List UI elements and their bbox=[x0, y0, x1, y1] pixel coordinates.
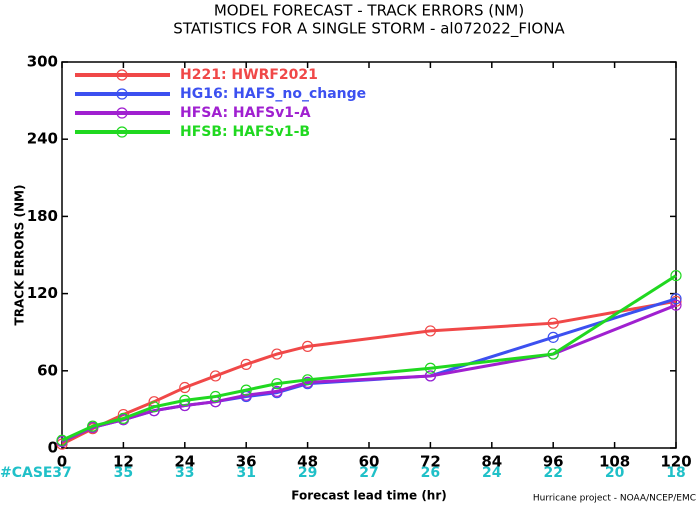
legend-marker bbox=[116, 107, 128, 119]
point bbox=[424, 362, 436, 374]
point bbox=[424, 325, 436, 337]
point bbox=[209, 370, 222, 382]
y-axis-label: TRACK ERRORS (NM) bbox=[13, 185, 27, 326]
legend-label: HG16: HAFS_no_change bbox=[180, 86, 366, 102]
x-tick-label: 48 bbox=[297, 453, 318, 471]
case-count: 20 bbox=[605, 465, 625, 481]
case-count: 35 bbox=[114, 465, 133, 481]
x-tick-label: 120 bbox=[660, 453, 691, 471]
case-label: #CASE bbox=[0, 465, 53, 481]
point bbox=[302, 374, 314, 386]
case-count: 31 bbox=[236, 465, 255, 481]
point bbox=[209, 390, 222, 403]
chart-title: MODEL FORECAST - TRACK ERRORS (NM) bbox=[214, 2, 524, 20]
point bbox=[148, 401, 160, 413]
point bbox=[547, 348, 559, 360]
x-axis-label: Forecast lead time (hr) bbox=[291, 489, 447, 503]
y-tick-label: 60 bbox=[37, 361, 58, 379]
case-count: 22 bbox=[543, 465, 562, 481]
x-tick-label: 96 bbox=[543, 453, 564, 471]
point bbox=[179, 381, 191, 394]
legend-label: H221: HWRF2021 bbox=[180, 67, 318, 83]
legend-label: HFSB: HAFSv1-B bbox=[180, 124, 310, 140]
point bbox=[670, 269, 682, 282]
x-tick-label: 0 bbox=[57, 453, 67, 471]
point bbox=[240, 358, 252, 370]
case-count: 33 bbox=[175, 465, 194, 481]
x-tick-label: 72 bbox=[420, 453, 441, 471]
x-tick-label: 84 bbox=[481, 453, 502, 471]
point bbox=[87, 420, 99, 432]
case-count: 37 bbox=[52, 465, 71, 481]
point bbox=[56, 434, 68, 446]
series-line bbox=[61, 297, 677, 443]
y-tick-label: 300 bbox=[27, 53, 58, 71]
point bbox=[547, 317, 559, 329]
x-tick-label: 24 bbox=[174, 453, 195, 471]
point bbox=[271, 385, 283, 397]
case-count: 29 bbox=[298, 465, 317, 481]
legend-marker bbox=[116, 126, 128, 138]
y-tick-label: 180 bbox=[27, 207, 58, 225]
point bbox=[271, 348, 283, 360]
plot-frame bbox=[61, 61, 677, 449]
legend-marker bbox=[116, 88, 128, 100]
case-count: 27 bbox=[359, 465, 378, 481]
legend-label: HFSA: HAFSv1-A bbox=[180, 105, 311, 121]
point bbox=[240, 384, 252, 396]
legend-marker bbox=[116, 69, 128, 81]
case-count: 26 bbox=[421, 465, 440, 481]
y-tick-label: 120 bbox=[27, 284, 58, 302]
point bbox=[547, 331, 559, 343]
point bbox=[424, 370, 436, 382]
case-count: 18 bbox=[666, 465, 685, 481]
point bbox=[670, 299, 682, 311]
point bbox=[670, 293, 682, 305]
x-tick-label: 36 bbox=[236, 453, 257, 471]
chart-subtitle: STATISTICS FOR A SINGLE STORM - al072022… bbox=[173, 20, 565, 39]
case-count: 24 bbox=[482, 465, 502, 481]
x-tick-label: 60 bbox=[359, 453, 380, 471]
point bbox=[117, 412, 130, 425]
point bbox=[302, 340, 314, 352]
x-tick-label: 12 bbox=[113, 453, 134, 471]
point bbox=[302, 376, 314, 388]
x-tick-label: 108 bbox=[599, 453, 630, 471]
point bbox=[271, 378, 283, 390]
y-tick-label: 240 bbox=[27, 130, 58, 148]
credit: Hurricane project - NOAA/NCEP/EMC bbox=[533, 494, 696, 504]
y-tick-label: 0 bbox=[48, 439, 58, 457]
point bbox=[179, 394, 191, 406]
